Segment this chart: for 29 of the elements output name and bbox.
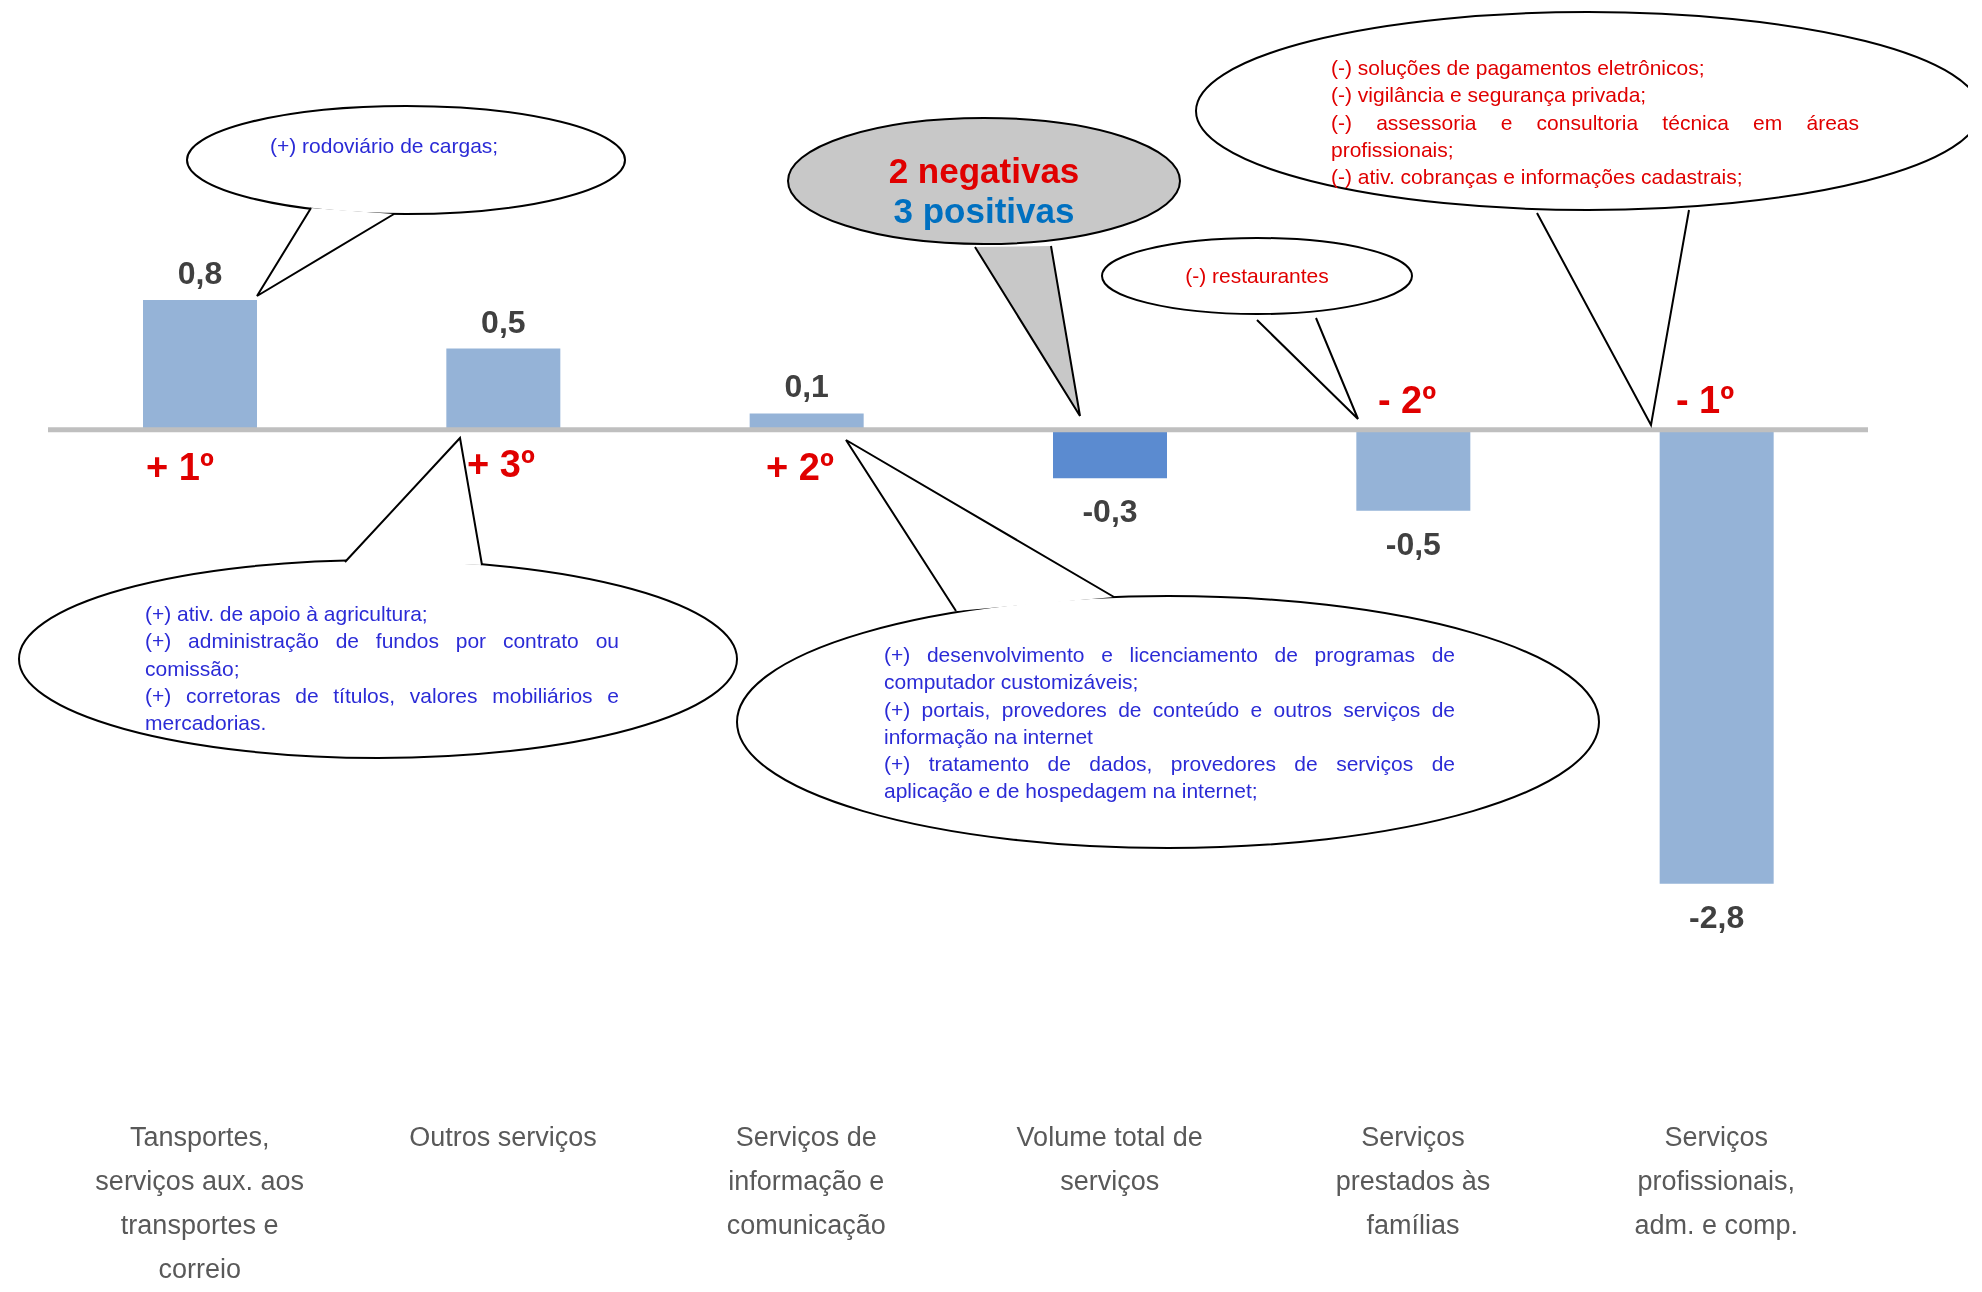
x-tick-label: Serviços de informação e comunicação [726, 1122, 886, 1240]
text: (-) restaurantes [1185, 263, 1329, 289]
annotation: + 3º [467, 442, 535, 487]
data-label: 0,8 [177, 254, 223, 291]
data-label: 0,5 [481, 303, 526, 340]
data-label: -2,8 [1689, 898, 1745, 935]
annotation: + 1º [146, 445, 214, 490]
x-tick-label: Volume total de serviços [1016, 1122, 1203, 1196]
annotation: (+) ativ. de apoio à agricultura; (+) administração de fundos por contrato ou comissão; (+) corretoras de títulos, valores mobiliários e mercadorias. [145, 601, 619, 737]
text: 3 positivas [893, 191, 1075, 230]
x-tick-label: Tansportes, serviços aux. aos transportes e correio [95, 1122, 304, 1284]
bar [1659, 429, 1774, 884]
annotation: + 2º [766, 445, 834, 490]
bar [143, 299, 257, 430]
x-tick-label: Serviços profissionais, adm. e comp. [1634, 1122, 1799, 1240]
x-tick-label: Outros serviços [409, 1122, 597, 1152]
annotation: (+) desenvolvimento e licenciamento de programas de computador customizáveis; (+) portais, provedores de conteúdo e outros serviços de informação na internet (+) tratamento de dados, provedores de serviços de aplicação e de hospedagem na internet; [884, 642, 1455, 805]
text: (-) soluções de pagamentos eletrônicos; (-) vigilância e segurança privada; (-) assessoria e consultoria técnica em áreas profissionais; (-) ativ. cobranças e informações cadastrais; [1331, 55, 1859, 191]
data-label: -0,3 [1082, 493, 1138, 530]
bar [446, 348, 561, 430]
x-tick-label: Serviços prestados às famílias [1335, 1122, 1491, 1240]
bar [1356, 429, 1471, 511]
text: (+) rodoviário de cargas; [270, 133, 500, 159]
text: 2 negativas [888, 151, 1080, 190]
data-label: -0,5 [1385, 525, 1441, 562]
bar [1053, 429, 1167, 479]
annotation: - 2º [1377, 378, 1437, 423]
annotation: - 1º [1675, 378, 1735, 423]
data-label: 0,1 [784, 368, 829, 405]
